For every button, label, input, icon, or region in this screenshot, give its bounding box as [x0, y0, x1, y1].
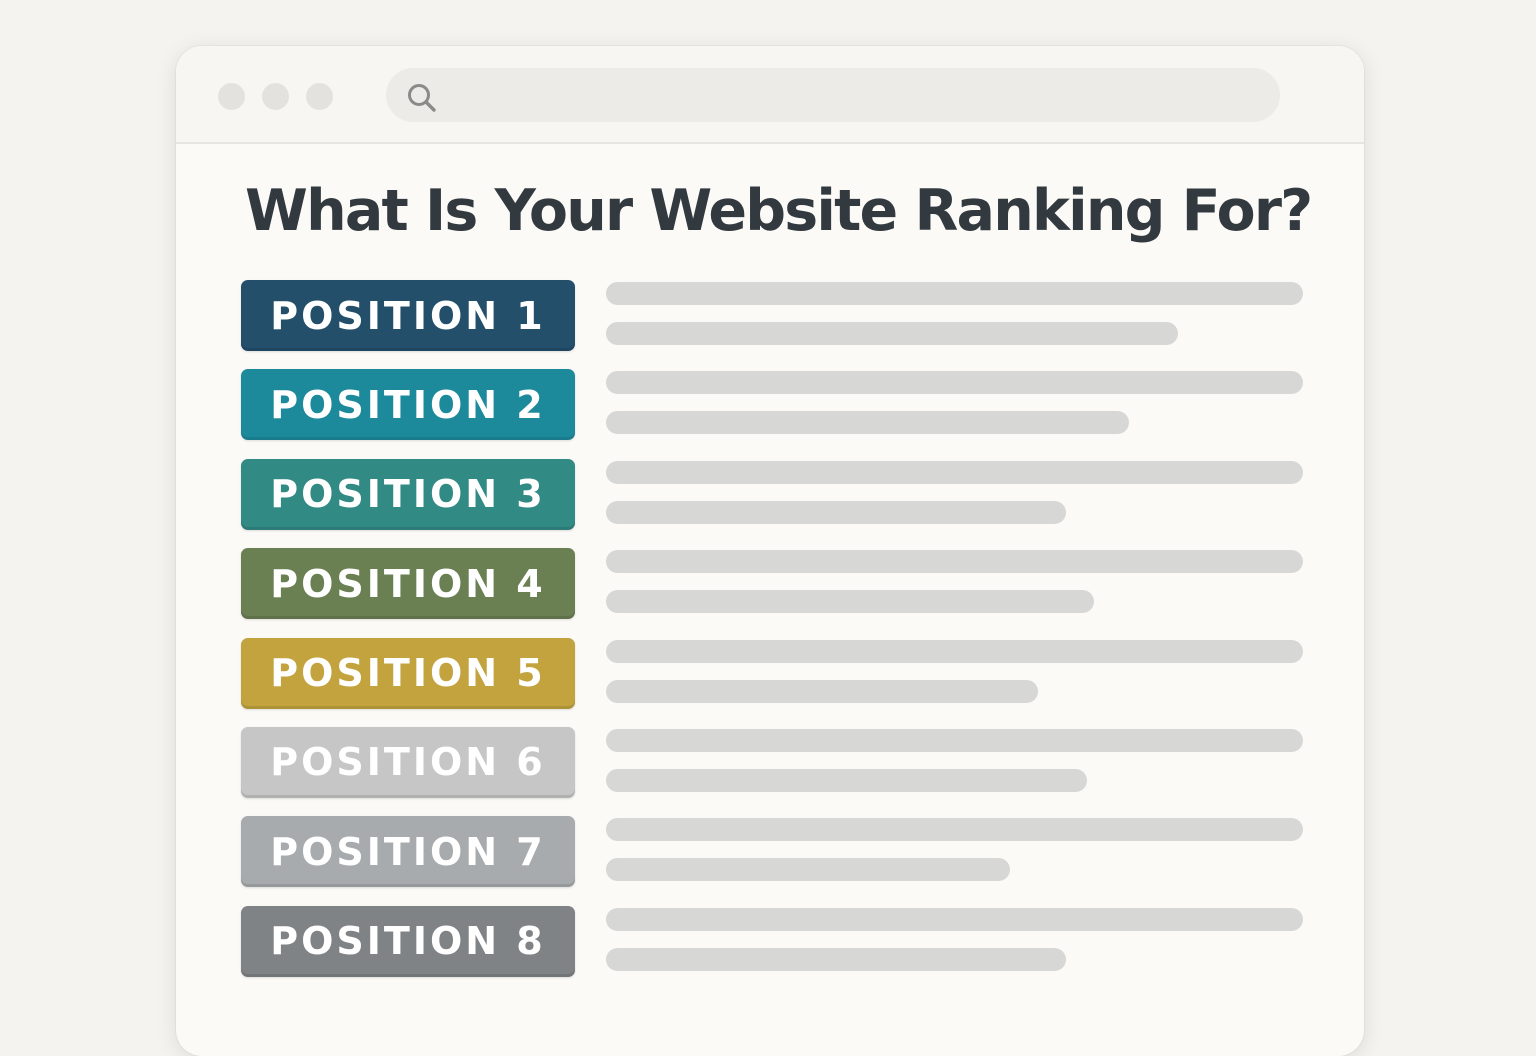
result-row: POSITION 8 — [241, 905, 1311, 995]
address-search-bar[interactable] — [386, 68, 1280, 122]
snippet-line-placeholder — [606, 768, 1087, 792]
position-4-badge[interactable]: POSITION 4 — [241, 548, 575, 620]
snippet-line-placeholder — [606, 907, 1303, 931]
result-row: POSITION 6 — [241, 726, 1311, 816]
search-input[interactable] — [450, 76, 1254, 116]
snippet-line-placeholder — [606, 679, 1038, 703]
position-2-badge[interactable]: POSITION 2 — [241, 369, 575, 441]
browser-toolbar — [176, 46, 1364, 144]
position-label: POSITION 5 — [270, 651, 546, 696]
result-row: POSITION 7 — [241, 816, 1311, 905]
result-row: POSITION 2 — [241, 369, 1311, 458]
position-label: POSITION 1 — [270, 293, 546, 338]
position-8-badge[interactable]: POSITION 8 — [241, 905, 575, 977]
snippet-line-placeholder — [606, 460, 1303, 484]
result-row: POSITION 1 — [241, 280, 1311, 369]
results-list: POSITION 1 POSITION 2 POSITION 3 POSITION 4… — [241, 280, 1311, 995]
position-label: POSITION 8 — [270, 919, 546, 964]
page-title: What Is Your Website Ranking For? — [245, 178, 1313, 244]
position-5-badge[interactable]: POSITION 5 — [241, 637, 575, 709]
snippet-line-placeholder — [606, 322, 1178, 345]
result-row: POSITION 5 — [241, 637, 1311, 727]
result-row: POSITION 3 — [241, 458, 1311, 548]
position-label: POSITION 7 — [270, 829, 546, 874]
snippet-line-placeholder — [606, 818, 1303, 842]
window-close-button[interactable] — [218, 83, 245, 110]
position-6-badge[interactable]: POSITION 6 — [241, 726, 575, 798]
browser-window: What Is Your Website Ranking For? POSITI… — [176, 46, 1364, 1056]
snippet-line-placeholder — [606, 500, 1066, 524]
window-minimize-button[interactable] — [262, 83, 289, 110]
position-label: POSITION 4 — [270, 561, 546, 606]
snippet-line-placeholder — [606, 411, 1129, 435]
snippet-line-placeholder — [606, 590, 1094, 614]
snippet-line-placeholder — [606, 858, 1010, 882]
snippet-line-placeholder — [606, 639, 1303, 663]
snippet-line-placeholder — [606, 728, 1303, 752]
position-7-badge[interactable]: POSITION 7 — [241, 816, 575, 888]
snippet-line-placeholder — [606, 947, 1066, 971]
position-1-badge[interactable]: POSITION 1 — [241, 280, 575, 351]
window-maximize-button[interactable] — [306, 83, 333, 110]
snippet-line-placeholder — [606, 550, 1303, 574]
position-label: POSITION 2 — [270, 382, 546, 427]
snippet-line-placeholder — [606, 371, 1303, 395]
position-label: POSITION 6 — [270, 740, 546, 785]
position-label: POSITION 3 — [270, 472, 546, 517]
position-3-badge[interactable]: POSITION 3 — [241, 458, 575, 530]
search-icon — [404, 80, 440, 116]
result-row: POSITION 4 — [241, 548, 1311, 637]
snippet-line-placeholder — [606, 282, 1303, 305]
